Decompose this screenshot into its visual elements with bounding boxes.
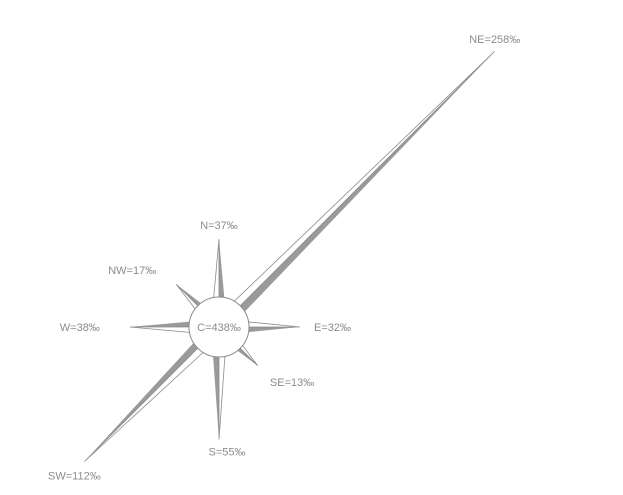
ray-sw-filled — [84, 321, 220, 462]
label-se: SE=13‰ — [270, 377, 314, 389]
ray-ne-outline — [212, 50, 496, 328]
calm-circle — [188, 296, 250, 358]
label-s: S=55‰ — [209, 446, 246, 458]
calm-label: C=438‰ — [197, 322, 241, 334]
label-n: N=37‰ — [200, 220, 238, 232]
label-nw: NW=17‰ — [108, 265, 156, 277]
label-sw: SW=112‰ — [48, 471, 101, 483]
ray-ne-filled — [219, 51, 495, 333]
label-e: E=32‰ — [314, 322, 351, 334]
label-w: W=38‰ — [60, 322, 100, 334]
labels-group: N=37‰ NE=258‰ E=32‰ SE=13‰ S=55‰ SW=112‰ W=38‰… — [48, 34, 520, 482]
rays-group — [84, 50, 496, 462]
label-ne: NE=258‰ — [469, 34, 520, 46]
